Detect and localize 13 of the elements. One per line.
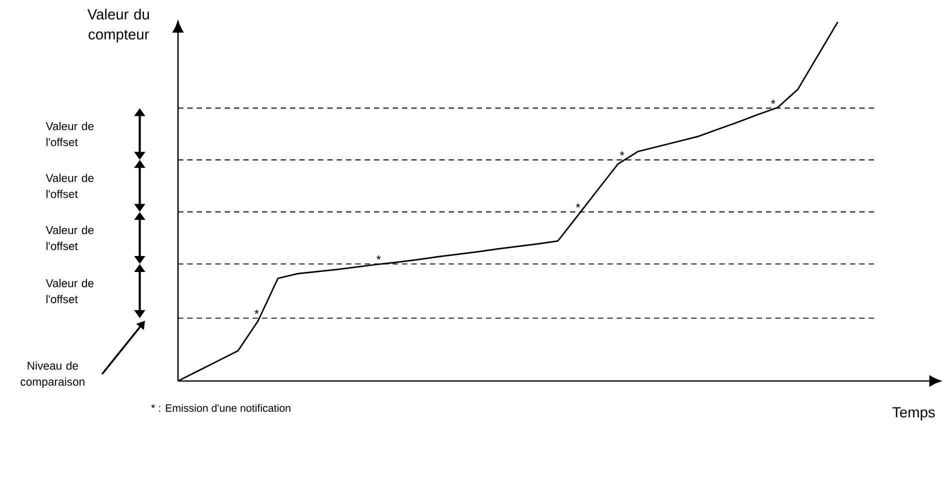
y-axis-title: Valeur du compteur — [87, 8, 149, 42]
annotation: * — [254, 310, 259, 314]
annotation: * — [771, 100, 776, 104]
annotation: * — [576, 203, 580, 208]
annotation: * — [376, 255, 381, 260]
text: * : Emission d'une notification — [151, 404, 290, 412]
text: Valeur de l'offset — [46, 226, 94, 250]
x-axis-title: Temps — [892, 407, 935, 420]
text: Niveau de comparaison — [20, 361, 84, 388]
annotation: * — [620, 151, 624, 156]
text: Valeur de l'offset — [46, 174, 94, 198]
text: Valeur de l'offset — [46, 278, 94, 304]
text: Valeur de l'offset — [46, 122, 94, 146]
